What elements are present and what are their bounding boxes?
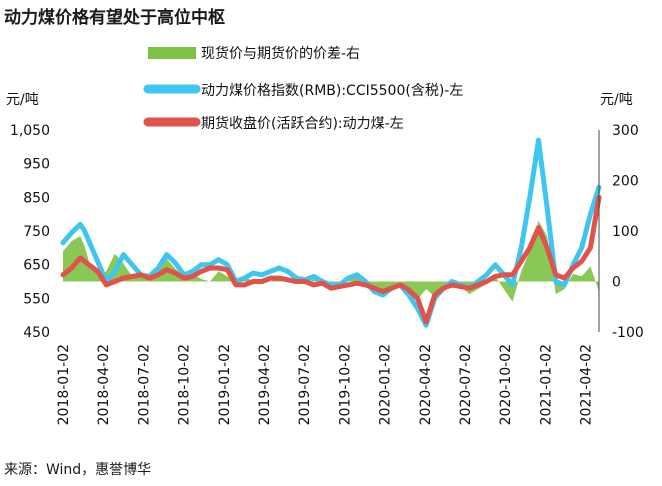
legend-label-futures: 期货收盘价(活跃合约):动力煤-左 — [201, 115, 404, 132]
right-axis-ticks: 300 200 100 0 -100 — [612, 123, 644, 341]
x-tick-label: 2019-04-02 — [257, 344, 273, 425]
x-tick-label: 2020-10-02 — [498, 344, 514, 425]
right-tick-label: 200 — [612, 174, 639, 190]
x-tick-label: 2020-01-02 — [378, 344, 394, 425]
page-title: 动力煤价格有望处于高位中枢 — [4, 8, 225, 28]
x-tick-label: 2018-01-02 — [56, 344, 72, 425]
x-tick-label: 2020-07-02 — [458, 344, 474, 425]
plot-area — [60, 137, 602, 328]
left-axis-ticks: 1,050 950 850 750 650 550 450 — [10, 123, 50, 341]
left-axis-unit: 元/吨 — [6, 92, 39, 108]
x-axis-ticks: 2018-01-02 2018-04-02 2018-07-02 2018-10-02… — [56, 344, 595, 425]
legend-label-cci: 动力煤价格指数(RMB):CCI5500(含税)-左 — [201, 83, 463, 99]
right-axis-unit: 元/吨 — [600, 92, 633, 108]
right-tick-label: 0 — [612, 275, 621, 291]
legend-item-futures: 期货收盘价(活跃合约):动力煤-左 — [143, 115, 404, 132]
right-tick-label: 100 — [612, 224, 639, 240]
left-tick-label: 950 — [23, 157, 50, 173]
legend-item-spread: 现货价与期货价的价差-右 — [148, 45, 360, 62]
series-spread-area — [63, 220, 599, 302]
x-tick-label: 2018-10-02 — [177, 344, 193, 425]
x-tick-label: 2018-04-02 — [96, 344, 112, 425]
x-tick-label: 2019-07-02 — [297, 344, 313, 425]
left-tick-label: 550 — [23, 291, 50, 307]
left-tick-label: 450 — [23, 325, 50, 341]
legend-label-spread: 现货价与期货价的价差-右 — [201, 45, 360, 62]
left-tick-label: 650 — [23, 258, 50, 274]
x-tick-label: 2021-04-02 — [579, 344, 595, 425]
left-tick-label: 850 — [23, 190, 50, 206]
x-tick-label: 2021-01-02 — [538, 344, 554, 425]
x-tick-label: 2019-01-02 — [217, 344, 233, 425]
left-tick-label: 1,050 — [10, 123, 50, 139]
legend: 现货价与期货价的价差-右 动力煤价格指数(RMB):CCI5500(含税)-左 … — [143, 45, 463, 132]
x-tick-label: 2019-10-02 — [337, 344, 353, 425]
left-tick-label: 750 — [23, 224, 50, 240]
source-note: 来源：Wind，惠誉博华 — [4, 462, 152, 478]
series-cci-line — [60, 137, 602, 328]
x-tick-label: 2020-04-02 — [418, 344, 434, 425]
right-tick-label: -100 — [612, 325, 644, 341]
x-tick-label: 2018-07-02 — [136, 344, 152, 425]
series-futures-line — [60, 194, 602, 325]
legend-swatch-spread — [148, 47, 196, 59]
right-tick-label: 300 — [612, 123, 639, 139]
legend-item-cci: 动力煤价格指数(RMB):CCI5500(含税)-左 — [143, 83, 463, 99]
